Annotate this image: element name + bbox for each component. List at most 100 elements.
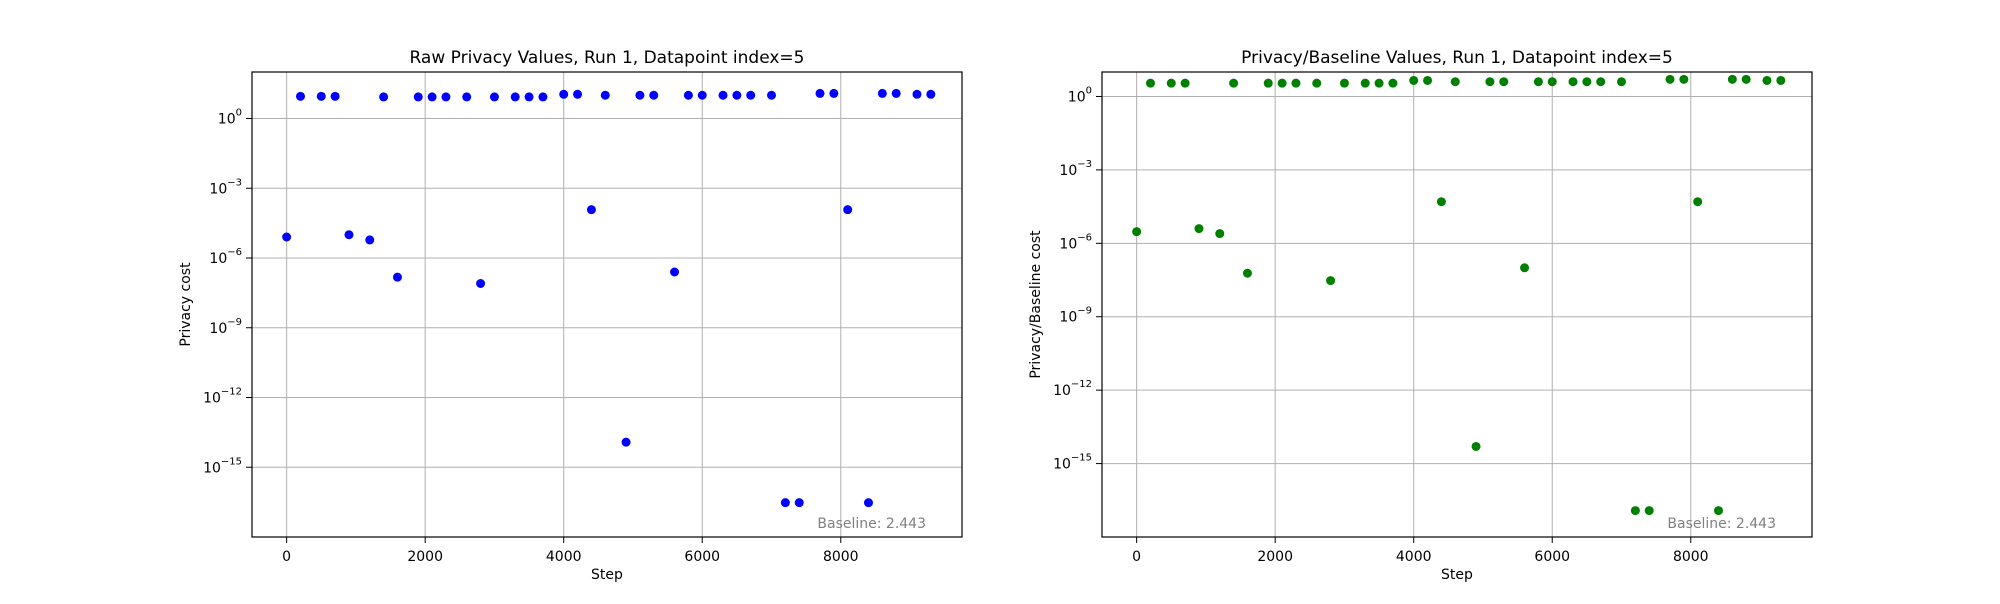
x-tick-label: 4000	[1396, 549, 1432, 565]
y-tick-label: 10−15	[203, 456, 242, 476]
data-point	[1582, 77, 1592, 87]
data-point	[649, 90, 659, 100]
data-point	[1630, 506, 1640, 516]
y-tick-label: 10−6	[1059, 232, 1092, 252]
data-point	[1194, 224, 1204, 234]
data-point	[295, 91, 305, 101]
data-point	[413, 92, 423, 102]
data-point	[538, 92, 548, 102]
data-point	[670, 267, 680, 277]
data-point	[746, 90, 756, 100]
data-point	[1741, 74, 1751, 84]
data-point	[1547, 77, 1557, 87]
data-point	[344, 230, 354, 240]
data-point	[392, 272, 402, 282]
data-point	[427, 92, 437, 102]
x-tick-label: 2000	[407, 549, 443, 565]
data-point	[1568, 77, 1578, 87]
y-tick-label: 100	[1068, 85, 1092, 105]
x-tick-label: 6000	[684, 549, 720, 565]
data-point	[1727, 74, 1737, 84]
y-tick-label: 10−9	[1059, 306, 1092, 326]
y-axis-label: Privacy cost	[178, 262, 194, 347]
data-point	[462, 92, 472, 102]
data-point	[1312, 78, 1322, 88]
data-point	[1277, 78, 1287, 88]
chart-title: Privacy/Baseline Values, Run 1, Datapoin…	[1241, 48, 1673, 68]
plot-frame	[1101, 71, 1813, 538]
x-tick-label: 4000	[546, 549, 582, 565]
data-point	[829, 88, 839, 98]
chart-panel-2: 0 2000 4000 6000 8000 10−15 10−12 10−9 10−6 10−3 1…	[1028, 48, 1813, 583]
y-tick-label: 10−3	[1059, 159, 1092, 179]
data-point	[683, 90, 693, 100]
data-point	[1499, 77, 1509, 87]
data-point	[1423, 75, 1433, 85]
data-point	[718, 90, 728, 100]
data-point	[489, 92, 499, 102]
y-axis-label: Privacy/Baseline cost	[1028, 230, 1044, 379]
y-tick-label: 10−6	[209, 247, 242, 267]
y-tick-label: 10−15	[1053, 453, 1092, 473]
plot-frame	[251, 71, 963, 538]
data-point	[621, 437, 631, 447]
data-point	[732, 90, 742, 100]
data-point	[1291, 78, 1301, 88]
data-point	[441, 92, 451, 102]
data-point	[1180, 78, 1190, 88]
data-point	[1166, 78, 1176, 88]
data-point	[1485, 77, 1495, 87]
baseline-annotation: Baseline: 2.443	[1667, 516, 1776, 532]
data-point	[1665, 74, 1675, 84]
x-tick-label: 8000	[1673, 549, 1709, 565]
data-point	[1679, 74, 1689, 84]
data-point	[1617, 77, 1627, 87]
data-point	[794, 498, 804, 508]
data-point	[1388, 78, 1398, 88]
x-axis-label: Step	[591, 567, 623, 583]
data-point	[1693, 197, 1703, 207]
data-point	[697, 90, 707, 100]
data-point	[877, 88, 887, 98]
data-point	[476, 279, 486, 289]
y-tick-label: 100	[218, 108, 242, 128]
data-point	[1762, 75, 1772, 85]
x-tick-label: 0	[1132, 549, 1141, 565]
x-tick-label: 0	[282, 549, 291, 565]
data-point	[282, 232, 292, 242]
data-point	[912, 89, 922, 99]
data-point	[1436, 197, 1446, 207]
data-point	[1326, 276, 1336, 286]
data-point	[815, 88, 825, 98]
data-point	[510, 92, 520, 102]
data-point	[1263, 78, 1273, 88]
y-tick-label: 10−3	[209, 177, 242, 197]
data-point	[1450, 77, 1460, 87]
data-point	[1360, 78, 1370, 88]
data-point	[767, 90, 777, 100]
chart-panel-1: 0 2000 4000 6000 8000 10−15 10−12 10−9 10−6 10−3 1…	[178, 48, 963, 583]
data-point	[891, 88, 901, 98]
data-point	[635, 90, 645, 100]
data-point	[1242, 268, 1252, 278]
data-point	[1229, 78, 1239, 88]
y-tick-label: 10−12	[1053, 379, 1092, 399]
data-point	[1339, 78, 1349, 88]
x-axis-label: Step	[1441, 567, 1473, 583]
data-point	[1471, 441, 1481, 451]
data-point	[1713, 506, 1723, 516]
x-tick-label: 2000	[1257, 549, 1293, 565]
data-point	[926, 89, 936, 99]
data-point	[843, 205, 853, 215]
data-point	[863, 498, 873, 508]
data-point	[1533, 77, 1543, 87]
data-point	[1776, 75, 1786, 85]
data-point	[1520, 263, 1530, 273]
data-point	[365, 235, 375, 245]
data-point	[600, 90, 610, 100]
data-point	[573, 89, 583, 99]
data-point	[1409, 75, 1419, 85]
data-point	[379, 92, 389, 102]
